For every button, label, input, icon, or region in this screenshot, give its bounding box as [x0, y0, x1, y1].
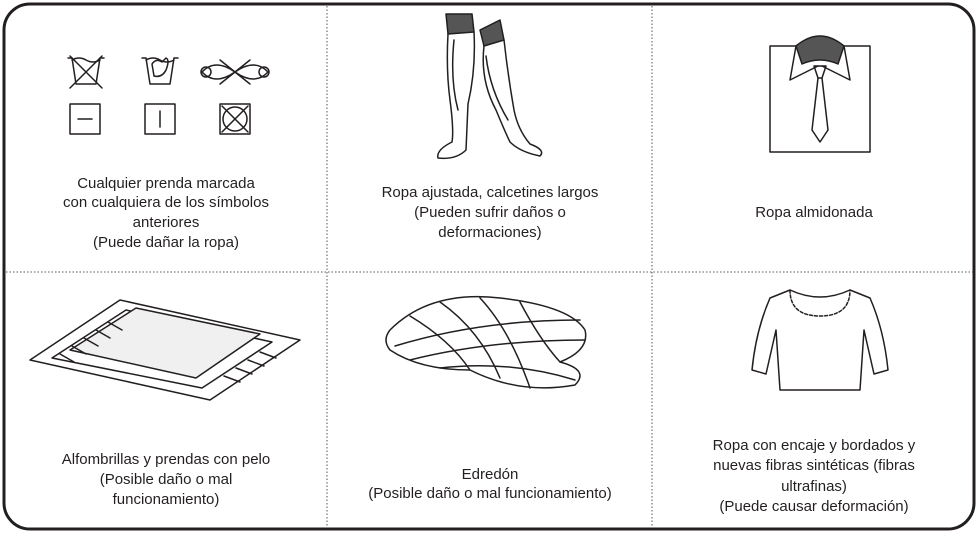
sweater-icon — [751, 289, 889, 391]
captions: Cualquier prenda marcada con cualquiera … — [62, 175, 916, 515]
caption-line: Ropa almidonada — [755, 204, 873, 221]
caption-line: Ropa ajustada, calcetines largos — [382, 184, 599, 201]
caption-line: (Pueden sufrir daños o — [414, 204, 566, 221]
rug-icon — [29, 299, 301, 401]
caption-line: con cualquiera de los símbolos — [63, 194, 269, 211]
caption-line: Ropa con encaje y bordados y — [713, 437, 916, 454]
caption-line: funcionamiento) — [113, 491, 220, 508]
caption-line: (Puede causar deformación) — [719, 498, 908, 515]
caption-line: (Puede dañar la ropa) — [93, 234, 239, 251]
caption-line: (Posible daño o mal funcionamiento) — [368, 485, 611, 502]
caption-line: deformaciones) — [438, 224, 541, 241]
caption-line: ultrafinas) — [781, 478, 847, 495]
caption-line: (Posible daño o mal — [100, 471, 233, 488]
caption-line: Alfombrillas y prendas con pelo — [62, 451, 270, 468]
duvet-icon — [385, 295, 587, 389]
caption-line: nuevas fibras sintéticas (fibras — [713, 457, 915, 474]
shirt-icon — [769, 35, 871, 153]
caption-line: Edredón — [462, 466, 519, 483]
care-symbols — [67, 55, 270, 135]
caption-line: anteriores — [133, 214, 200, 231]
stockings-icon — [437, 13, 543, 160]
caption-line: Cualquier prenda marcada — [77, 175, 255, 192]
